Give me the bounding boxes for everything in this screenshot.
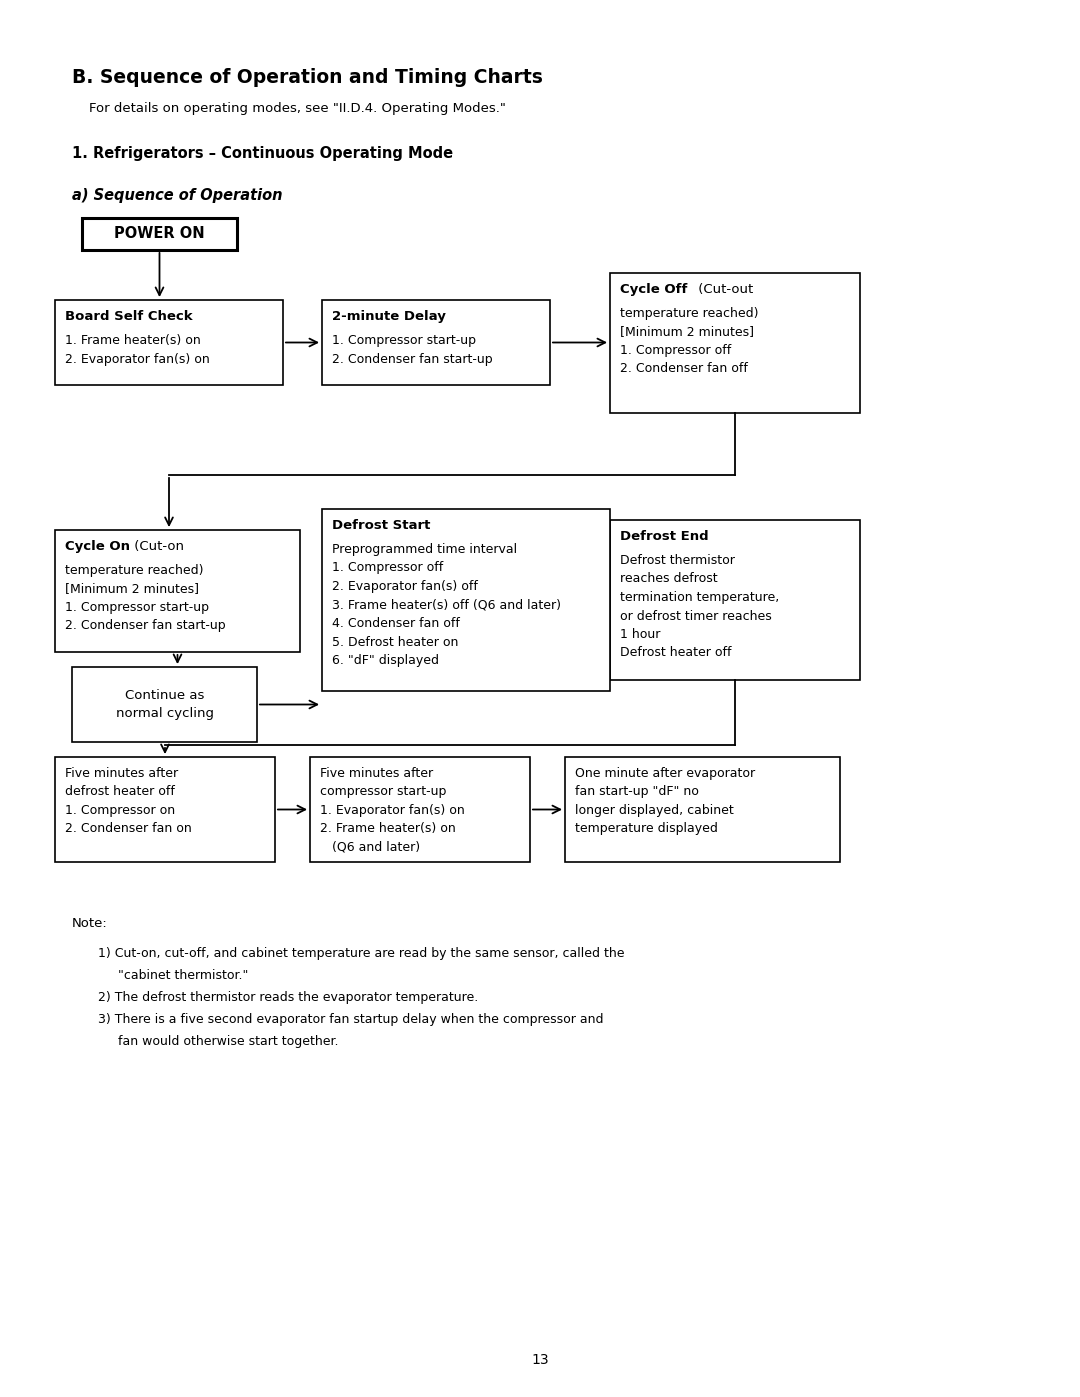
Text: Note:: Note: (72, 916, 108, 930)
Text: 2) The defrost thermistor reads the evaporator temperature.: 2) The defrost thermistor reads the evap… (98, 990, 478, 1004)
Text: temperature reached)
[Minimum 2 minutes]
1. Compressor off
2. Condenser fan off: temperature reached) [Minimum 2 minutes]… (620, 307, 758, 376)
Text: Five minutes after
compressor start-up
1. Evaporator fan(s) on
2. Frame heater(s: Five minutes after compressor start-up 1… (320, 767, 464, 854)
Bar (610, 272, 860, 414)
Text: Defrost thermistor
reaches defrost
termination temperature,
or defrost timer rea: Defrost thermistor reaches defrost termi… (620, 555, 780, 659)
Text: Cycle Off: Cycle Off (620, 284, 687, 296)
Text: fan would otherwise start together.: fan would otherwise start together. (98, 1035, 338, 1048)
Bar (72, 666, 257, 742)
Text: B. Sequence of Operation and Timing Charts: B. Sequence of Operation and Timing Char… (72, 68, 543, 87)
Text: "cabinet thermistor.": "cabinet thermistor." (98, 970, 248, 982)
Text: 1) Cut-on, cut-off, and cabinet temperature are read by the same sensor, called : 1) Cut-on, cut-off, and cabinet temperat… (98, 947, 624, 960)
Bar (55, 529, 300, 652)
Bar (610, 520, 860, 680)
Text: Board Self Check: Board Self Check (65, 310, 192, 323)
Text: a) Sequence of Operation: a) Sequence of Operation (72, 189, 283, 203)
Text: (Cut-on: (Cut-on (130, 541, 184, 553)
Text: 3) There is a five second evaporator fan startup delay when the compressor and: 3) There is a five second evaporator fan… (98, 1013, 604, 1025)
Text: Preprogrammed time interval
1. Compressor off
2. Evaporator fan(s) off
3. Frame : Preprogrammed time interval 1. Compresso… (332, 543, 561, 666)
Text: (Cut-out: (Cut-out (694, 284, 753, 296)
Text: Defrost End: Defrost End (620, 529, 708, 543)
Text: For details on operating modes, see "II.D.4. Operating Modes.": For details on operating modes, see "II.… (72, 102, 505, 115)
Bar (310, 757, 530, 862)
Text: Defrost Start: Defrost Start (332, 520, 430, 532)
Bar (55, 757, 275, 862)
Text: 2-minute Delay: 2-minute Delay (332, 310, 446, 323)
Bar (82, 218, 237, 250)
Text: 1. Refrigerators – Continuous Operating Mode: 1. Refrigerators – Continuous Operating … (72, 147, 454, 161)
Bar (565, 757, 840, 862)
Text: 1. Frame heater(s) on
2. Evaporator fan(s) on: 1. Frame heater(s) on 2. Evaporator fan(… (65, 334, 210, 366)
Text: POWER ON: POWER ON (114, 226, 205, 242)
Bar (55, 300, 283, 386)
Text: temperature reached)
[Minimum 2 minutes]
1. Compressor start-up
2. Condenser fan: temperature reached) [Minimum 2 minutes]… (65, 564, 226, 633)
Text: 13: 13 (531, 1354, 549, 1368)
Bar (322, 509, 610, 692)
Text: Continue as
normal cycling: Continue as normal cycling (116, 689, 214, 721)
Text: Cycle On: Cycle On (65, 541, 130, 553)
Text: One minute after evaporator
fan start-up "dF" no
longer displayed, cabinet
tempe: One minute after evaporator fan start-up… (575, 767, 755, 835)
Text: 1. Compressor start-up
2. Condenser fan start-up: 1. Compressor start-up 2. Condenser fan … (332, 334, 492, 366)
Bar (322, 300, 550, 386)
Text: Five minutes after
defrost heater off
1. Compressor on
2. Condenser fan on: Five minutes after defrost heater off 1.… (65, 767, 192, 835)
